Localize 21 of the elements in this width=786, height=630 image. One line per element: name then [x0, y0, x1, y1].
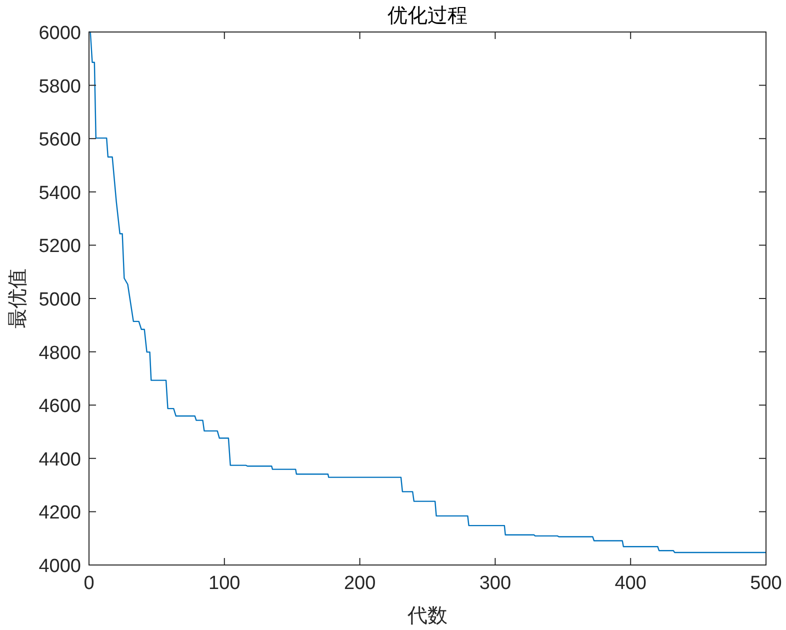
y-tick-label: 5600: [38, 130, 81, 151]
y-tick-label: 5800: [38, 76, 81, 98]
y-tick-label: 5400: [38, 182, 81, 204]
x-tick-label: 100: [208, 573, 240, 594]
x-tick-label: 200: [344, 573, 376, 594]
line-series: [88, 31, 767, 554]
y-tick-label: 4600: [38, 396, 81, 418]
y-axis-title: 最优值: [7, 268, 29, 328]
chart-title: 优化过程: [388, 5, 468, 27]
x-tick-label: 400: [614, 573, 646, 594]
x-tick-label: 500: [750, 573, 782, 594]
y-tick-label: 4400: [38, 449, 81, 470]
x-axis-title: 代数: [406, 605, 448, 627]
y-tick-label: 4800: [38, 342, 81, 364]
y-tick-label: 5200: [38, 236, 81, 258]
y-tick-label: 4200: [38, 502, 81, 524]
y-tick-label: 6000: [38, 23, 81, 44]
y-tick-label: 4000: [38, 556, 81, 577]
y-tick-label: 5000: [38, 290, 81, 310]
x-tick-label: 0: [84, 573, 94, 594]
x-tick-label: 300: [479, 573, 512, 594]
